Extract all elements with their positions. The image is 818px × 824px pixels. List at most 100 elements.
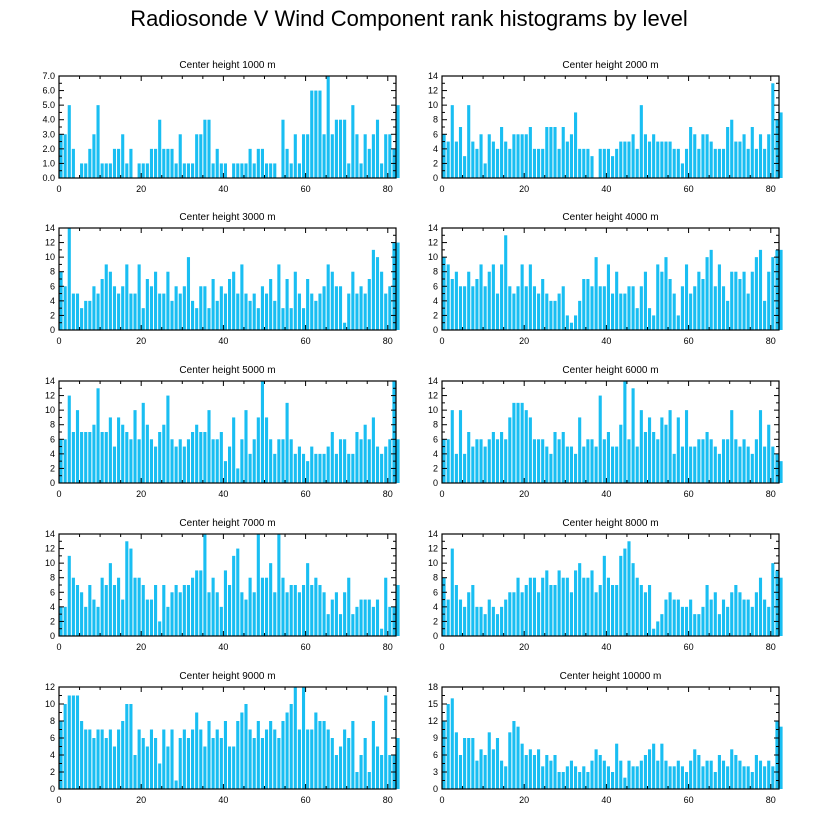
x-tick-label: 60 — [684, 184, 694, 194]
histogram-bar — [170, 592, 174, 636]
histogram-bar — [771, 563, 775, 636]
histogram-bar — [713, 286, 717, 330]
histogram-bar — [228, 585, 232, 636]
histogram-bar — [75, 695, 80, 789]
histogram-bar — [500, 760, 504, 789]
histogram-bar — [750, 271, 754, 330]
histogram-bar — [219, 286, 223, 330]
histogram-bar — [754, 592, 758, 636]
histogram-bar — [141, 308, 145, 330]
histogram-bar — [750, 127, 754, 178]
histogram-bar — [178, 439, 182, 483]
histogram-bar — [631, 134, 635, 178]
histogram-bar — [367, 772, 371, 789]
histogram-bar — [730, 410, 734, 483]
histogram-bar — [80, 592, 84, 636]
x-tick-label: 40 — [218, 642, 228, 652]
histogram-bar — [367, 439, 371, 483]
histogram-bar — [520, 743, 524, 789]
histogram-bar — [256, 308, 260, 330]
histogram-bar — [232, 746, 236, 789]
histogram-bar — [557, 570, 561, 636]
histogram-bar — [693, 614, 697, 636]
histogram-bar — [491, 141, 495, 178]
histogram-bar — [174, 286, 178, 330]
histogram-panel-9: Center height 9000 m 0 20 40 60 80 0 2 4 6 8 10 12 — [45, 671, 400, 805]
histogram-bar — [141, 738, 145, 789]
histogram-bar — [88, 148, 92, 178]
histogram-bar — [508, 148, 512, 178]
histogram-bar — [104, 585, 108, 636]
histogram-bar — [775, 570, 779, 636]
histogram-bar — [763, 599, 767, 636]
histogram-bar — [664, 257, 668, 330]
histogram-bar — [170, 439, 174, 483]
histogram-bar — [338, 614, 343, 636]
histogram-bar — [100, 577, 104, 636]
histogram-bar — [125, 541, 129, 636]
histogram-bar — [602, 286, 606, 330]
histogram-bar — [606, 148, 610, 178]
histogram-bar — [326, 76, 330, 178]
y-tick-label: 2 — [50, 310, 55, 320]
histogram-bar — [273, 729, 277, 789]
histogram-bar — [232, 271, 236, 330]
histogram-bar — [67, 395, 71, 483]
histogram-bar — [215, 148, 219, 178]
y-tick-label: 6 — [433, 750, 438, 760]
histogram-bar — [495, 439, 500, 483]
histogram-bar — [252, 439, 256, 483]
histogram-bar — [602, 760, 606, 789]
histogram-bar — [779, 461, 783, 483]
histogram-bar — [627, 541, 631, 636]
histogram-bar — [668, 410, 672, 483]
histogram-bar — [647, 308, 652, 330]
histogram-bar — [767, 760, 771, 789]
histogram-panel-8: Center height 8000 m 0 20 40 60 80 0 2 4 6 8 10 12 14 — [428, 518, 783, 652]
histogram-bar — [726, 439, 730, 483]
histogram-bar — [182, 286, 186, 330]
histogram-bar — [281, 577, 285, 636]
histogram-bar — [483, 614, 487, 636]
histogram-bar — [219, 606, 223, 636]
histogram-bar — [351, 721, 355, 789]
histogram-bar — [639, 105, 643, 178]
histogram-bar — [375, 119, 380, 178]
histogram-bar — [763, 300, 767, 330]
y-tick-label: 4 — [433, 449, 438, 459]
histogram-bar — [684, 772, 689, 789]
histogram-bar — [363, 738, 367, 789]
histogram-bar — [351, 271, 355, 330]
y-tick-label: 15 — [428, 699, 438, 709]
y-tick-label: 0 — [433, 173, 438, 183]
histogram-bar — [137, 163, 141, 178]
histogram-bar — [191, 163, 195, 178]
histogram-bar — [84, 729, 88, 789]
histogram-bar — [63, 606, 67, 636]
histogram-bar — [121, 286, 125, 330]
histogram-bar — [717, 755, 721, 789]
y-tick-label: 12 — [45, 238, 55, 248]
histogram-bar — [334, 119, 338, 178]
histogram-bar — [244, 704, 248, 789]
histogram-bar — [100, 279, 104, 330]
histogram-bar — [475, 439, 479, 483]
y-tick-label: 10 — [428, 405, 438, 415]
histogram-bar — [705, 432, 709, 483]
histogram-bar — [166, 606, 170, 636]
x-tick-label: 80 — [766, 336, 776, 346]
x-tick-label: 0 — [56, 489, 61, 499]
y-tick-label: 0 — [433, 325, 438, 335]
histogram-bar — [92, 738, 96, 789]
histogram-bar — [182, 446, 186, 483]
histogram-bar — [553, 127, 557, 178]
histogram-bar — [508, 417, 512, 483]
histogram-bar — [471, 585, 475, 636]
histogram-bar — [446, 599, 450, 636]
histogram-bar — [487, 134, 491, 178]
histogram-bar — [203, 119, 207, 178]
histogram-bar — [721, 760, 726, 789]
histogram-bar — [623, 293, 627, 330]
histogram-bar — [524, 755, 528, 789]
